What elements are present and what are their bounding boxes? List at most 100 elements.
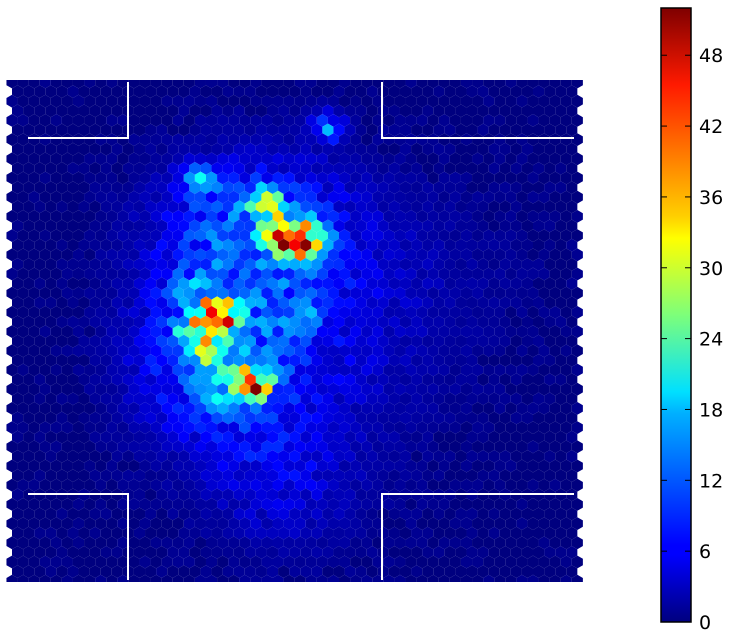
hexbin-cell-1074 [494, 267, 506, 281]
hexbin-cell-1048 [205, 267, 218, 281]
hexbin-cell-1929 [266, 430, 279, 444]
hexbin-cell-1160 [305, 286, 317, 300]
hexbin-cell-448 [405, 152, 417, 166]
hexbin-cell-1407 [189, 334, 201, 348]
hexbin-cell-307 [555, 123, 567, 137]
hexbin-cell-1974 [194, 440, 206, 454]
hexbin-cell-374 [156, 142, 168, 156]
hexbin-cell-2375 [72, 517, 85, 530]
hexbin-cell-10 [117, 80, 129, 89]
hexbin-cell-450 [427, 152, 439, 166]
hexbin-cell-1135 [28, 286, 40, 300]
hexbin-cell-1226 [466, 296, 478, 310]
hexbin-cell-2176 [150, 478, 162, 492]
hexbin-cell-364 [45, 142, 57, 156]
hexbin-cell-2628 [23, 565, 35, 578]
hexbin-cell-2095 [394, 459, 406, 473]
hexbin-cell-2339 [244, 507, 256, 521]
hexbin-cell-391 [344, 142, 356, 156]
hexbin-cell-1722 [255, 392, 267, 406]
hexbin-cell-19 [217, 80, 229, 89]
hexbin-cell-947 [228, 248, 240, 262]
hexbin-cell-1224 [444, 296, 456, 310]
hexbin-cell-1531 [422, 354, 434, 367]
hexbin-cell-2382 [150, 517, 162, 530]
hexbin-cell-2166 [39, 478, 51, 492]
hexbin-cell-2152 [455, 469, 467, 482]
hexbin-cell-557 [472, 171, 484, 185]
hexbin-cell-2235 [233, 488, 245, 502]
hexbin-cell-2625 [560, 555, 572, 569]
hexbin-cell-1784 [372, 402, 384, 415]
hexbin-cell-143 [449, 94, 461, 108]
hexbin-cell-1961 [50, 440, 62, 454]
hexbin-cell-1747 [533, 392, 545, 406]
hexbin-cell-2125 [156, 469, 168, 482]
hexbin-cell-2304 [427, 498, 439, 511]
hexbin-cell-198 [488, 104, 500, 118]
hexbin-cell-1959 [28, 440, 40, 454]
hexbin-cell-897 [244, 238, 256, 252]
hexbin-cell-1029 [566, 258, 578, 271]
hexbin-cell-967 [449, 248, 461, 262]
hexbin-cell-1485 [483, 344, 495, 358]
hexbin-cell-1290 [34, 315, 46, 329]
hexbin-cell-1714 [167, 392, 179, 406]
hexbin-cell-2131 [222, 469, 234, 482]
hexbin-cell-166 [133, 104, 146, 118]
hexbin-cell-666 [538, 190, 550, 204]
hexbin-cell-1595 [560, 363, 572, 377]
hexbin-cell-1367 [316, 325, 328, 338]
hexbin-cell-1940 [388, 430, 400, 444]
hexbin-cell-1365 [294, 325, 306, 338]
hexbin-cell-328 [217, 133, 229, 146]
hexbin-cell-375 [167, 142, 179, 156]
hexbin-cell-1376 [416, 325, 428, 338]
hexbin-cell-12 [139, 80, 151, 89]
hexbin-cell-1664 [183, 382, 195, 396]
hexbin-cell-1229 [499, 296, 511, 310]
hexbin-cell-1042 [139, 267, 151, 281]
hexbin-cell-676 [78, 200, 90, 214]
hexbin-cell-45 [505, 80, 517, 89]
hexbin-cell-17 [194, 80, 206, 89]
hexbin-cell-805 [366, 219, 378, 233]
hexbin-cell-152 [549, 94, 561, 108]
hexbin-cell-1238 [28, 306, 40, 319]
hexbin-cell-812 [444, 219, 456, 233]
hexbin-cell-2288 [250, 498, 262, 511]
hexbin-cell-206 [6, 114, 18, 127]
hexbin-cell-2324 [78, 507, 90, 521]
hexbin-cell-130 [305, 94, 317, 108]
hexbin-cell-2554 [344, 546, 356, 559]
hexbin-cell-1553 [95, 363, 107, 377]
hexbin-cell-594 [311, 181, 323, 194]
hexbin-cell-401 [455, 142, 467, 156]
hexbin-cell-2286 [228, 498, 240, 511]
hexbin-cell-2435 [167, 526, 179, 540]
hexbin-cell-1859 [61, 421, 73, 434]
hexbin-cell-481 [200, 162, 212, 175]
hexbin-cell-2114 [34, 469, 46, 482]
hexbin-cell-686 [189, 200, 201, 214]
hexbin-cell-1024 [510, 258, 522, 271]
hexbin-cell-2494 [250, 536, 262, 550]
hexbin-cell-1949 [488, 430, 500, 444]
hexbin-cell-1953 [533, 430, 545, 444]
hexbin-cell-979 [12, 258, 24, 271]
hexbin-cell-2184 [239, 478, 251, 492]
hexbin-cell-2107 [527, 459, 539, 473]
hexbin-cell-1547 [28, 363, 40, 377]
hexbin-cell-1720 [233, 392, 245, 406]
hexbin-cell-926 [566, 238, 578, 252]
hexbin-cell-1399 [100, 334, 112, 348]
hexbin-cell-510 [521, 162, 533, 175]
hexbin-cell-82 [344, 85, 356, 98]
hexbin-cell-1032 [28, 267, 40, 281]
hexbin-cell-670 [12, 200, 24, 214]
hexbin-cell-1031 [17, 267, 29, 281]
hexbin-cell-2025 [189, 450, 201, 463]
hexbin-cell-1415 [278, 334, 290, 348]
hexbin-cell-1987 [339, 440, 351, 454]
hexbin-cell-229 [261, 114, 273, 127]
